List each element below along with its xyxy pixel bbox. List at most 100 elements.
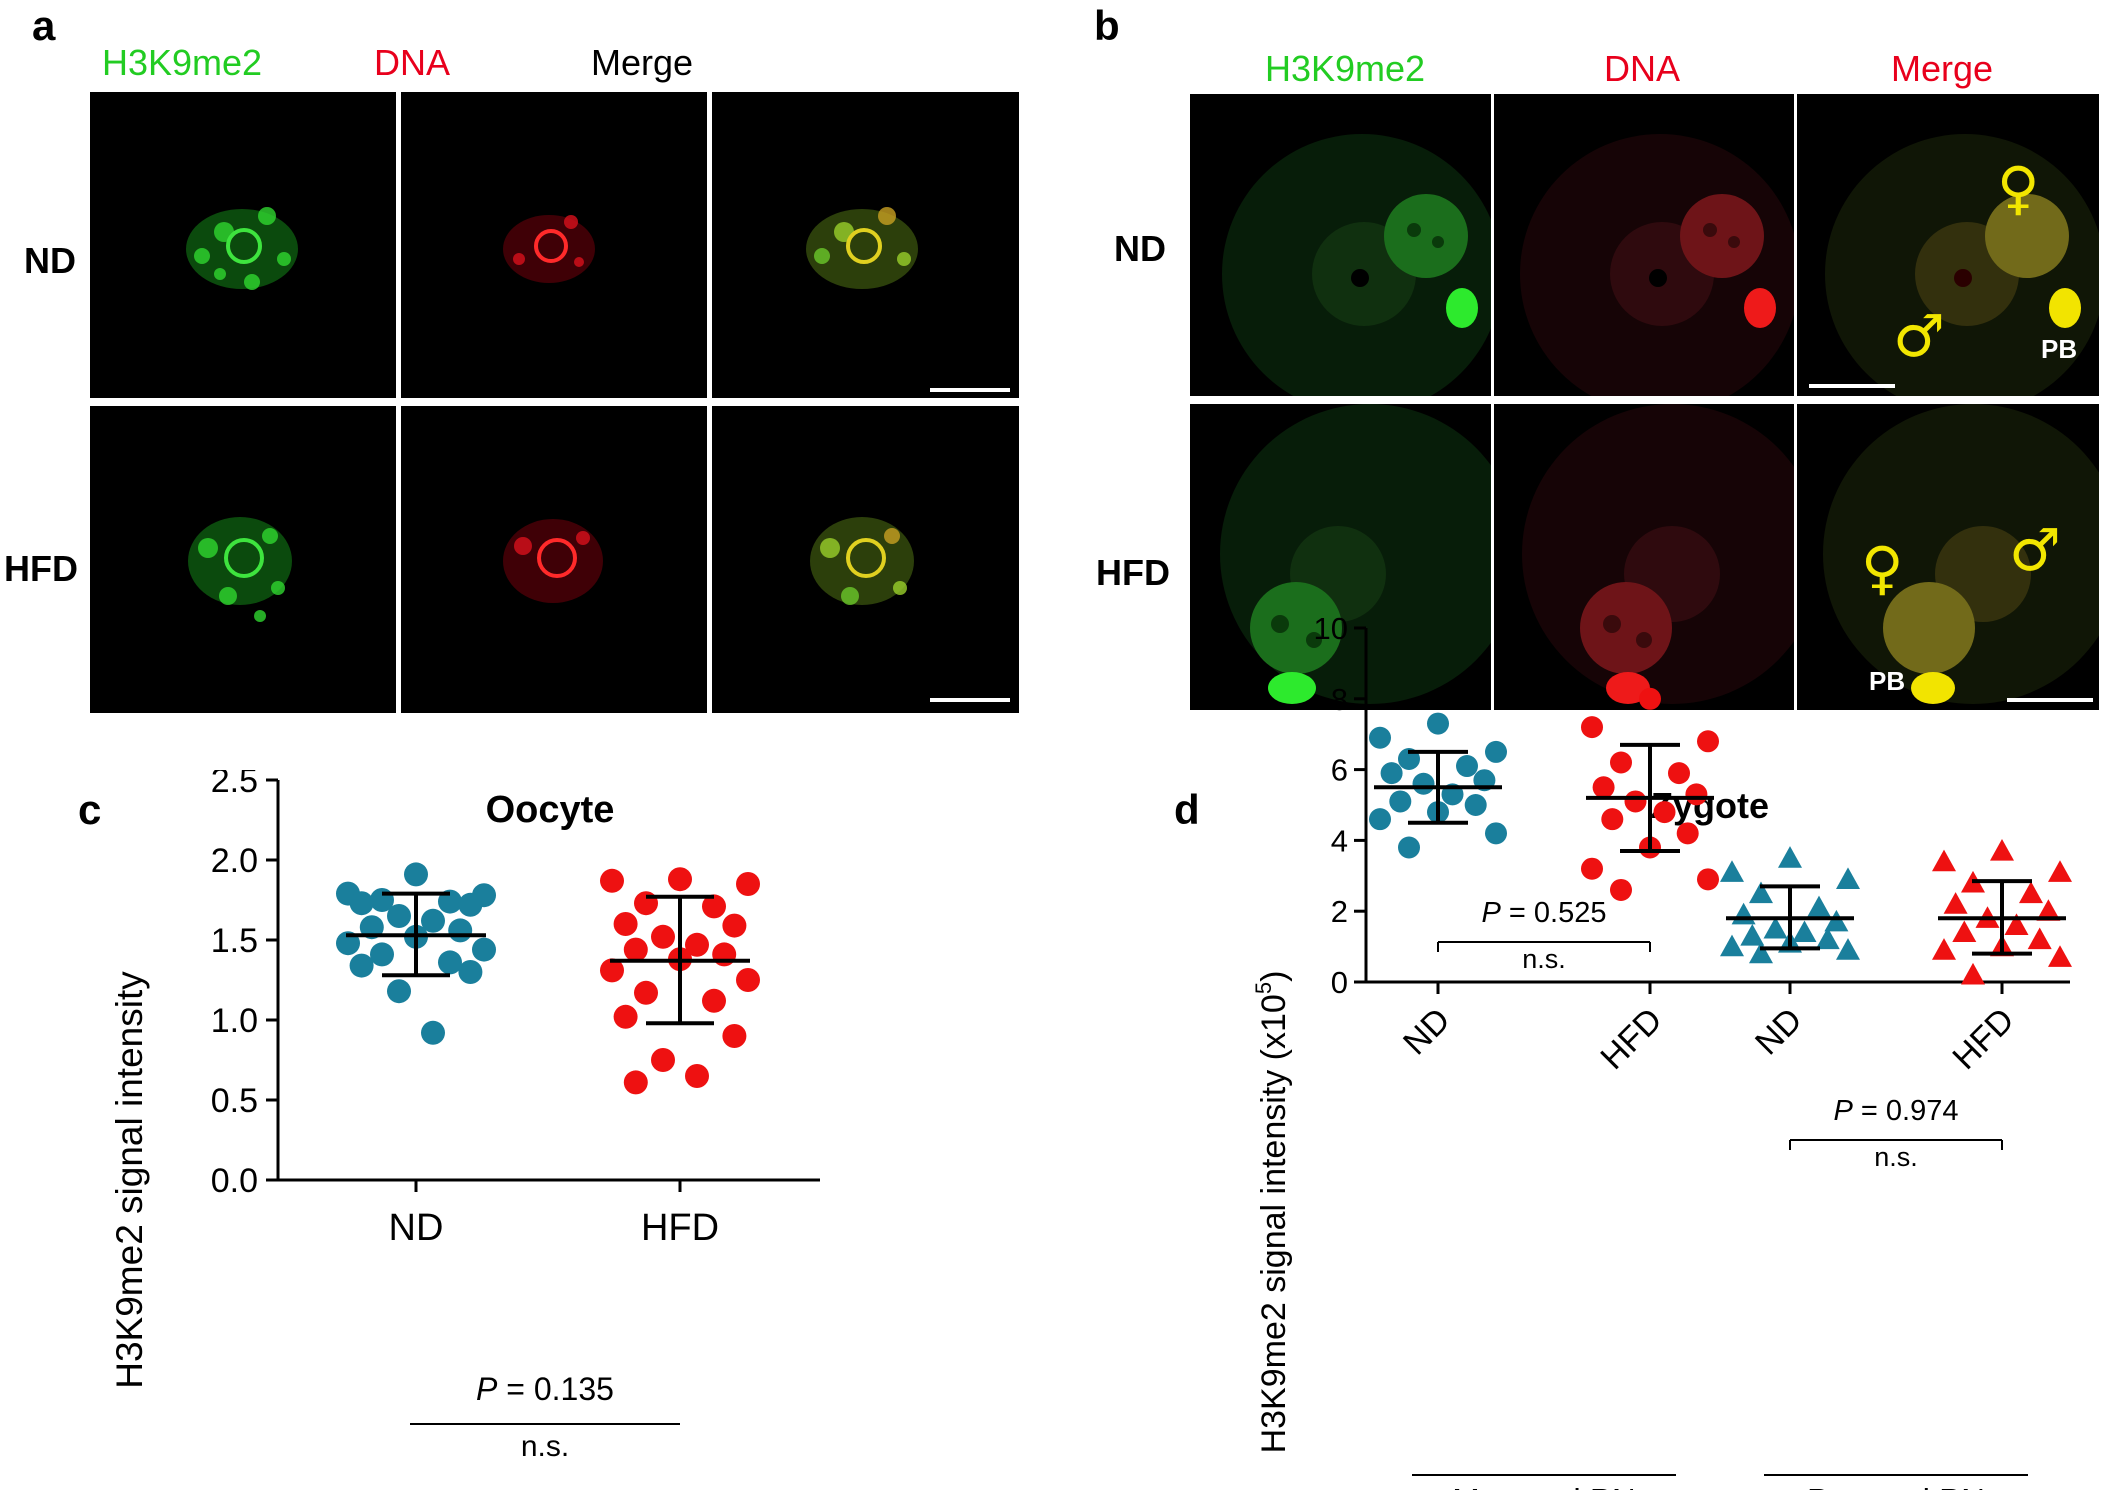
chart-d-point-paternal-hfd [2048,860,2072,882]
panel-a-hfd-scalebar [930,698,1010,702]
chart-d-point-maternal-hfd [1676,822,1699,845]
panel-b-nd-h3k9me2-image [1190,94,1491,396]
chart-c-point-hfd [623,1070,648,1095]
chart-c-point-hfd [600,958,624,983]
chart-d-p-label-maternal: P [1482,897,1502,929]
panel-b-col-merge: Merge [1890,48,1994,89]
chart-d-point-maternal-nd [1398,836,1420,859]
chart-c-p-annotation: P = 0.135 [476,1371,614,1407]
chart-d-point-maternal-hfd [1592,776,1615,799]
panel-b-col-dna: DNA [1603,48,1680,89]
panel-c-chart: Oocyte H3K9me2 signal intensity 0.0 0.5 1.… [109,770,820,1463]
chart-c-ytick-label: 1.0 [211,1002,258,1040]
chart-d-ylabel-main: H3K9me2 signal intensity (x10 [1255,994,1293,1453]
chart-d-xtick-label: HFD [1945,1001,2021,1077]
panel-b-nd-merge-image: ♀ ♂ PB [1797,94,2099,396]
chart-d-ns-paternal: n.s. [1874,1142,1918,1172]
panel-b-hfd-h3k9me2-image [1190,404,1491,710]
panel-a-hfd-h3k9me2-image [90,406,396,713]
chart-c-point-hfd [736,872,760,896]
panel-a-row-nd: ND [24,240,76,281]
chart-d-ylabel-end: ) [1255,971,1293,982]
panel-b-hfd-male-symbol: ♂ [2009,516,2061,584]
chart-d-point-paternal-hfd [2004,913,2029,935]
chart-c-ytick-label: 0.5 [211,1082,258,1120]
chart-d-point-maternal-nd [1369,726,1391,749]
chart-d-point-paternal-hfd [2027,927,2052,950]
panel-b-nd-scalebar [1809,384,1895,388]
chart-c-point-hfd [634,980,658,1005]
chart-d-point-maternal-hfd [1610,751,1632,774]
chart-c-p-label: P [476,1371,498,1407]
chart-c-p-value: = 0.135 [497,1371,614,1407]
chart-c-point-nd [349,953,374,978]
chart-c-ylabel: H3K9me2 signal intensity [109,971,150,1389]
chart-c-point-hfd [651,924,675,949]
chart-c-point-nd [421,1020,445,1045]
chart-d-point-paternal-nd [1720,860,1744,882]
chart-c-point-hfd [613,1004,638,1029]
chart-c-ytick-label: 0.0 [211,1162,258,1200]
chart-d-point-maternal-nd [1485,740,1507,763]
chart-d-ns-maternal: n.s. [1522,944,1566,974]
chart-d-point-paternal-hfd [1932,849,1956,872]
panel-a-nd-merge-image [712,92,1019,398]
chart-c-point-hfd [613,912,638,936]
panel-a-nd-scalebar [930,388,1010,392]
chart-d-point-paternal-nd [1778,846,1802,868]
chart-d-point-paternal-hfd [1990,839,2014,861]
panel-b-col-h3k9me2: H3K9me2 [1264,48,1426,89]
chart-c-xtick-label: ND [389,1207,444,1249]
chart-c-point-nd [421,908,445,933]
chart-d-ytick-label: 10 [1314,611,1348,646]
chart-d-point-paternal-nd [1763,916,1788,939]
chart-c-point-hfd [702,988,726,1013]
chart-d-point-maternal-hfd [1601,808,1624,831]
chart-c-point-hfd [736,968,760,992]
chart-d-point-maternal-nd [1412,772,1435,795]
panel-d-chart: Zygote H3K9me2 signal intensity (x105) 0… [1251,611,2072,1490]
chart-d-point-maternal-hfd [1639,687,1661,710]
chart-d-point-paternal-nd [1749,941,1773,964]
chart-c-title: Oocyte [486,789,615,831]
panel-a-letter: a [32,2,56,49]
panel-a-row-hfd: HFD [4,548,78,589]
chart-d-point-paternal-nd [1824,909,1849,932]
chart-c-point-nd [404,862,428,887]
panel-a-hfd-dna-image [401,406,707,713]
chart-c-point-nd [438,950,462,975]
chart-d-point-paternal-nd [1807,895,1831,918]
panel-d-letter: d [1174,786,1200,833]
chart-d-point-paternal-nd [1740,923,1765,946]
chart-d-point-maternal-hfd [1697,730,1719,753]
panel-a-nd-h3k9me2-image [90,92,396,398]
chart-d-point-paternal-hfd [2019,881,2043,904]
chart-d-point-maternal-hfd [1581,716,1603,739]
chart-d-p-value-maternal: = 0.525 [1501,897,1607,929]
chart-c-point-hfd [712,942,737,967]
chart-d-point-maternal-nd [1464,794,1487,816]
chart-d-ytick-label: 4 [1331,823,1348,858]
chart-d-xtick-label: ND [1748,1001,1810,1063]
chart-c-point-nd [448,918,473,943]
chart-d-p-annotation-paternal: P = 0.974 [1834,1095,1959,1127]
chart-c-point-hfd [722,913,747,938]
chart-d-p-annotation-maternal: P = 0.525 [1482,897,1607,929]
panel-b-row-nd: ND [1114,228,1166,269]
panel-b-nd-female-symbol: ♀ [1997,154,2040,222]
chart-d-point-paternal-nd [1792,920,1817,943]
panel-b-nd-male-symbol: ♂ [1893,302,1945,370]
chart-d-point-paternal-hfd [1952,920,1977,943]
chart-c-point-hfd [600,868,624,893]
chart-d-group-paternal: Paternal PN [1807,1482,1985,1490]
panel-b-row-hfd: HFD [1096,552,1170,593]
chart-d-point-paternal-nd [1815,927,1840,950]
chart-c-ytick-label: 2.0 [211,842,258,880]
chart-c-point-nd [387,904,411,928]
chart-c-point-nd [458,960,483,984]
chart-d-ytick-label: 8 [1331,682,1348,717]
chart-d-point-maternal-nd [1456,755,1478,778]
chart-c-point-nd [370,942,394,967]
panel-b-nd-pb-label: PB [2041,334,2078,364]
chart-d-point-paternal-nd [1836,867,1860,889]
